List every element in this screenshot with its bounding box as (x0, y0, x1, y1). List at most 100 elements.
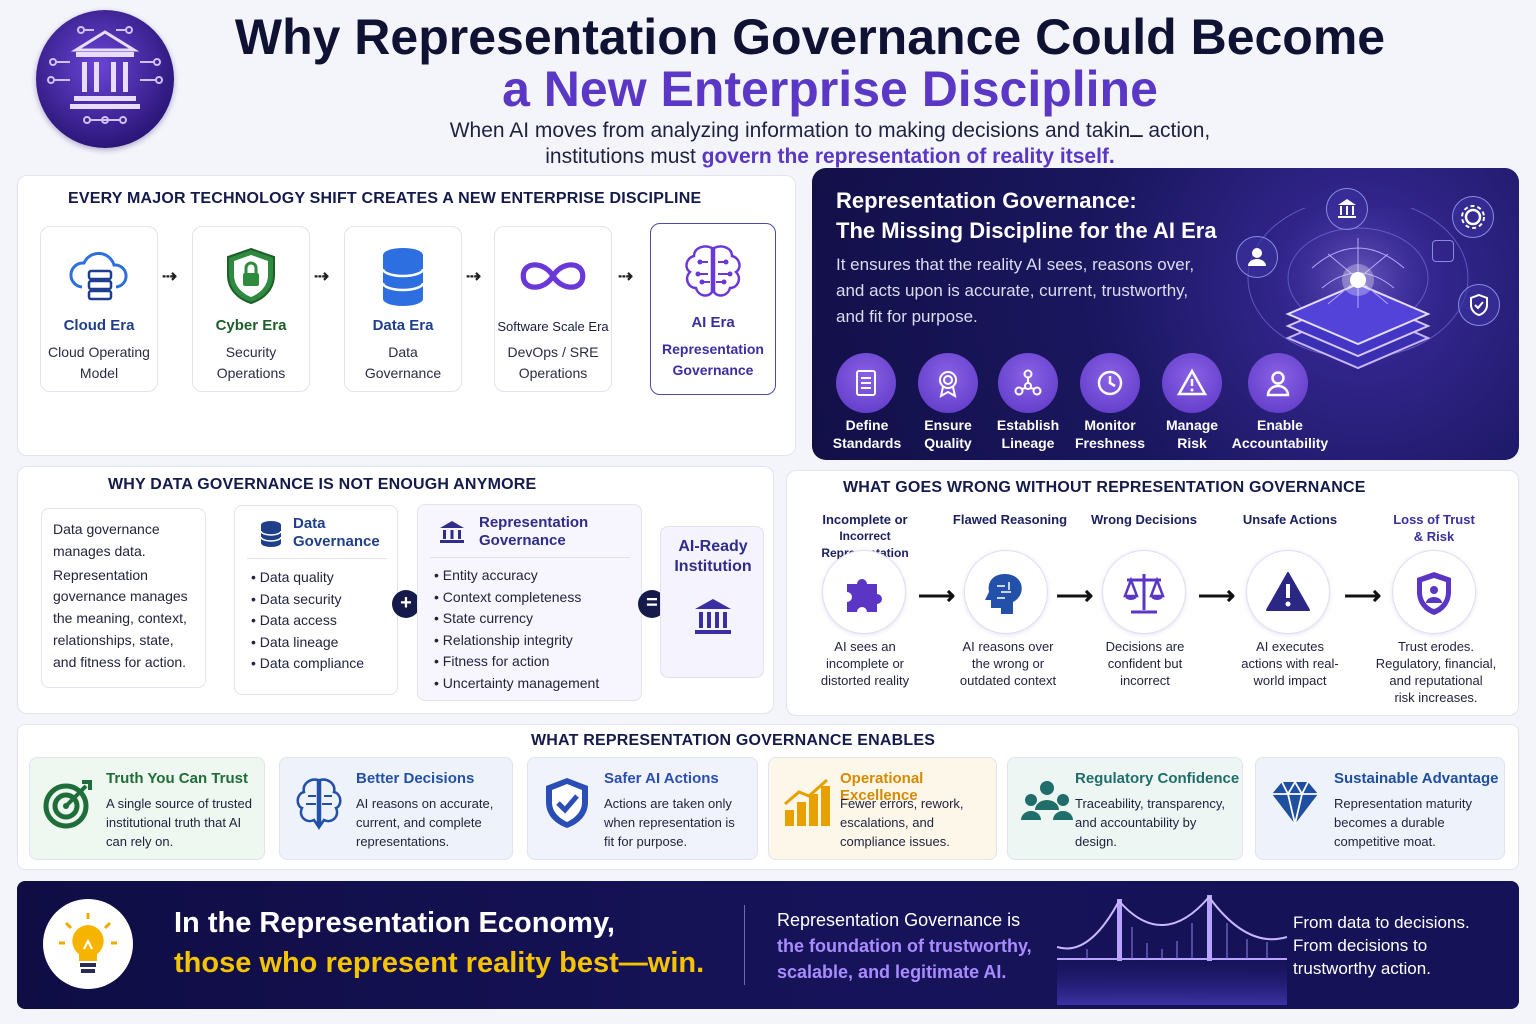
pillar-line2: Quality (924, 435, 972, 451)
era-name: Cloud Era (63, 317, 135, 334)
subtitle-line2: institutions must govern the representat… (180, 144, 1480, 170)
benefit-desc-line: escalations, and (840, 815, 934, 830)
benefit-desc-line: institutional truth that AI (106, 815, 242, 830)
era-desc-line2: Governance (672, 362, 754, 378)
benefit-desc-line: AI reasons on accurate, (356, 796, 494, 811)
list-item: Fitness for action (434, 651, 599, 673)
shield-lock-icon (216, 243, 286, 309)
document-icon (1432, 240, 1454, 262)
subtitle-line1: When AI moves from analyzing information… (449, 119, 1211, 142)
benefit-title: Truth You Can Trust (106, 770, 248, 787)
benefit-desc-line: when representation is (604, 815, 735, 830)
benefit-desc: AI reasons on accurate, current, and comp… (356, 794, 493, 851)
step-title: Loss of Trust & Risk (1374, 511, 1494, 545)
brain-icon (296, 778, 342, 830)
title-line: Institution (674, 558, 752, 575)
era-name: Cyber Era (215, 317, 287, 334)
bank-circuit-icon (47, 26, 163, 124)
eras-title: EVERY MAJOR TECHNOLOGY SHIFT CREATES A N… (68, 190, 702, 207)
why-intro-line: manages data. (53, 542, 146, 559)
era-desc-line1: DevOps / SRE (507, 344, 599, 360)
pillar-label-quality: Ensure Quality (893, 416, 1003, 452)
why-intro-line: Data governance (53, 521, 160, 537)
era-desc: Representation Governance (651, 339, 775, 381)
head-brain-icon (964, 550, 1048, 634)
document-list-icon (836, 353, 896, 413)
benefit-title: Safer AI Actions (604, 770, 719, 787)
footer-headline-line1: In the Representation Economy, (174, 907, 615, 939)
pillar-label-risk: Manage Risk (1137, 416, 1247, 452)
era-desc: DevOps / SRE Operations (495, 342, 611, 384)
arrow-icon: ⟶ (918, 580, 956, 610)
era-name: Data Era (372, 317, 434, 334)
pillar-label-standards: Define Standards (812, 416, 922, 452)
institution-logo (36, 10, 174, 148)
step-desc-line: Decisions are (1105, 639, 1185, 654)
pillar-label-lineage: Establish Lineage (973, 416, 1083, 452)
bank-icon (695, 599, 731, 634)
panel-body-line3: and fit for purpose. (836, 307, 978, 326)
divider (744, 905, 745, 985)
benefit-title: Regulatory Confidence (1075, 770, 1240, 787)
list-item: Context completeness (434, 587, 599, 609)
era-desc-line1: Security (225, 344, 277, 360)
benefit-card-safer: Safer AI Actions Actions are taken only w… (527, 757, 758, 860)
era-card-ai: AI Era Representation Governance (650, 223, 776, 395)
benefit-title: Better Decisions (356, 770, 475, 787)
arrow-icon: ⇢ (314, 266, 330, 286)
footer-mid-line: scalable, and legitimate AI. (777, 962, 1007, 982)
era-desc: Data Governance (345, 342, 461, 384)
list-item: Data security (251, 589, 364, 611)
footer-right-line: From data to decisions. (1293, 913, 1470, 932)
pillar-line1: Establish (996, 417, 1060, 433)
bank-icon (1326, 188, 1368, 230)
pillar-label-freshness: Monitor Freshness (1055, 416, 1165, 452)
footer-banner: In the Representation Economy, those who… (17, 881, 1519, 1009)
benefit-desc-line: representations. (356, 834, 450, 849)
divider (247, 558, 387, 559)
bar-chart-icon (784, 778, 830, 826)
scales-icon (1102, 550, 1186, 634)
representation-governance-title: Representation Governance (479, 514, 588, 550)
why-intro-line: relationships, state, (53, 631, 174, 648)
gear-icon (1452, 196, 1494, 238)
why-intro-line: Representation (53, 566, 148, 583)
pillar-line2: Accountability (1231, 435, 1329, 451)
diamond-icon (1272, 780, 1318, 825)
pillar-line1: Manage (1165, 417, 1219, 433)
list-item: State currency (434, 608, 599, 630)
benefit-title: Sustainable Advantage (1334, 770, 1499, 787)
era-desc-line2: Governance (364, 365, 442, 381)
benefit-desc-line: Representation maturity (1334, 796, 1473, 811)
benefit-desc-line: A single source of trusted (106, 796, 252, 811)
database-icon (368, 243, 438, 309)
step-desc: AI sees an incomplete or distorted reality (800, 638, 930, 689)
era-desc-line2: Operations (518, 365, 588, 381)
footer-mid-line: the foundation of trustworthy, (777, 936, 1032, 956)
arrow-icon: ⟶ (1198, 580, 1236, 610)
benefit-desc: Actions are taken only when representatio… (604, 794, 735, 851)
benefit-card-operational: Operational Excellence Fewer errors, rew… (768, 757, 997, 860)
panel-body-line2: and acts upon is accurate, current, trus… (836, 281, 1189, 300)
era-desc-line2: Model (79, 365, 119, 381)
list-item: Relationship integrity (434, 630, 599, 652)
footer-headline-line2: those who represent reality best—win. (174, 947, 705, 979)
benefit-desc-line: and accountability by (1075, 815, 1197, 830)
step-desc-line: distorted reality (820, 673, 910, 688)
benefit-desc-line: Actions are taken only (604, 796, 732, 811)
era-desc-line1: Representation (662, 341, 764, 357)
page-title-line1: Why Representation Governance Could Beco… (234, 9, 1386, 65)
era-desc-line2: Operations (216, 365, 286, 381)
enables-title: WHAT REPRESENTATION GOVERNANCE ENABLES (531, 732, 936, 749)
page-subtitle: When AI moves from analyzing information… (180, 118, 1480, 170)
benefit-card-sustainable: Sustainable Advantage Representation mat… (1255, 757, 1505, 860)
people-icon (1021, 781, 1073, 820)
puzzle-icon (822, 550, 906, 634)
data-governance-title: Data Governance (293, 515, 380, 551)
lightbulb-icon (43, 899, 133, 989)
step-desc-line: AI reasons over (962, 639, 1054, 654)
list-item: Entity accuracy (434, 565, 599, 587)
step-desc-line: confident but (1107, 656, 1183, 671)
benefit-desc-line: design. (1075, 834, 1117, 849)
